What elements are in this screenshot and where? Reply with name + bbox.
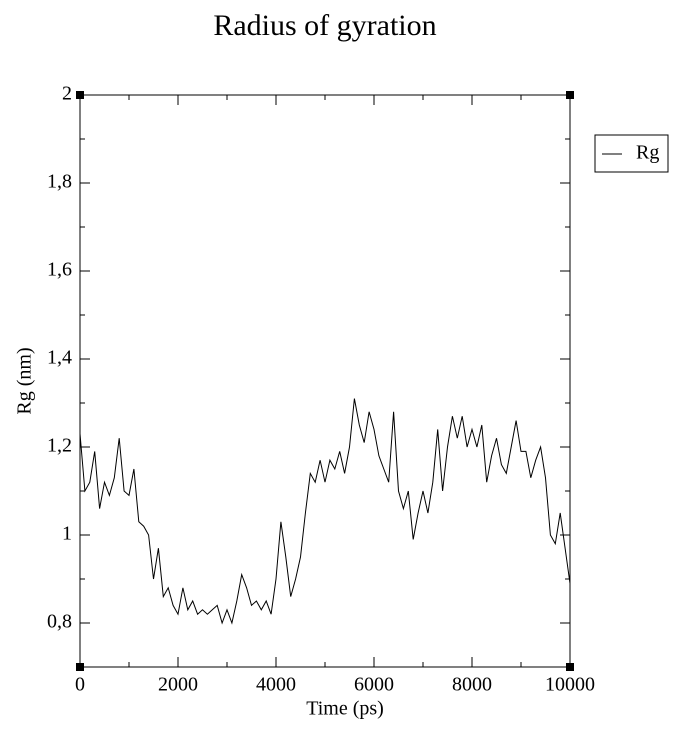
y-tick-label: 1,4	[47, 347, 72, 369]
x-tick-label: 0	[75, 674, 85, 696]
y-tick-label: 0,8	[47, 611, 72, 633]
y-tick-label: 1,8	[47, 171, 72, 193]
x-tick-label: 8000	[452, 674, 492, 696]
x-tick-label: 10000	[545, 674, 595, 696]
y-tick-label: 1	[62, 523, 72, 545]
x-tick-label: 4000	[256, 674, 296, 696]
x-tick-label: 2000	[158, 674, 198, 696]
x-tick-label: 6000	[354, 674, 394, 696]
chart-title: Radius of gyration	[213, 9, 436, 42]
x-axis-label: Time (ps)	[306, 698, 384, 720]
y-tick-label: 1,6	[47, 259, 72, 281]
data-line	[79, 398, 571, 625]
y-tick-label: 1,2	[47, 435, 72, 457]
y-axis-label: Rg (nm)	[14, 347, 36, 414]
legend-label: Rg	[636, 142, 659, 164]
y-tick-label: 2	[62, 83, 72, 105]
plot-frame	[79, 94, 571, 668]
